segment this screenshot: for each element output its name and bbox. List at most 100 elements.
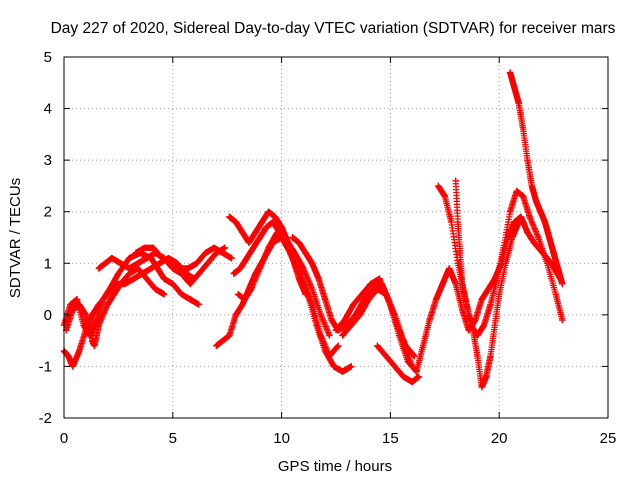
- data-point: [95, 321, 103, 329]
- data-point: [195, 270, 203, 277]
- data-point: [441, 193, 448, 200]
- data-point: [256, 265, 264, 272]
- data-point: [147, 265, 155, 272]
- data-point: [234, 291, 242, 298]
- data-point: [400, 373, 407, 380]
- data-point: [221, 244, 229, 252]
- data-point: [193, 260, 200, 267]
- data-point: [493, 275, 501, 282]
- data-point: [463, 301, 470, 308]
- series-trace-p: [452, 177, 522, 391]
- data-point: [104, 301, 111, 308]
- data-point: [515, 100, 522, 107]
- series-trace-m: [374, 342, 422, 386]
- data-point: [487, 352, 494, 360]
- data-point: [143, 254, 150, 262]
- chart-title: Day 227 of 2020, Sidereal Day-to-day VTE…: [51, 20, 616, 37]
- y-tick-label: -1: [39, 358, 52, 375]
- data-point: [506, 69, 514, 76]
- data-point: [326, 352, 333, 360]
- y-axis-label: SDTVAR / TECUs: [7, 178, 24, 298]
- data-point: [537, 208, 544, 215]
- data-point: [411, 352, 418, 360]
- data-point: [452, 177, 459, 184]
- data-point: [554, 265, 562, 272]
- data-point: [76, 301, 83, 308]
- data-point: [104, 291, 111, 298]
- y-tick-label: 3: [44, 152, 52, 169]
- data-point: [300, 280, 307, 288]
- x-tick-label: 25: [600, 430, 617, 447]
- data-point: [187, 296, 194, 303]
- data-point: [519, 193, 527, 200]
- data-point: [226, 213, 233, 221]
- series-trace-g: [226, 208, 333, 339]
- data-point: [169, 280, 176, 288]
- series-trace-e: [132, 244, 235, 272]
- data-point: [528, 182, 536, 190]
- data-point: [126, 254, 133, 262]
- data-point: [321, 296, 329, 303]
- data-point: [330, 363, 338, 370]
- data-point: [374, 285, 381, 293]
- data-point: [400, 337, 407, 344]
- data-point: [348, 321, 355, 329]
- data-point: [143, 275, 150, 282]
- data-point: [263, 223, 270, 231]
- data-point: [530, 239, 538, 246]
- data-point: [289, 234, 296, 241]
- data-point: [334, 342, 342, 349]
- data-point: [178, 291, 185, 298]
- data-point: [95, 265, 103, 272]
- data-point: [245, 239, 253, 246]
- data-point: [448, 218, 455, 226]
- plot-frame: [63, 56, 609, 419]
- data-point: [300, 265, 307, 272]
- data-point: [487, 301, 494, 308]
- data-point: [295, 239, 303, 246]
- data-point: [82, 327, 89, 334]
- data-point: [432, 296, 440, 303]
- data-point: [317, 332, 324, 339]
- data-point: [110, 291, 118, 298]
- data-point: [515, 218, 522, 226]
- data-point: [89, 337, 96, 344]
- data-point: [69, 363, 76, 370]
- data-point: [91, 342, 98, 349]
- data-point: [317, 311, 324, 319]
- data-point: [391, 363, 398, 370]
- data-point: [282, 239, 290, 246]
- data-point: [452, 280, 459, 288]
- data-point: [141, 244, 148, 252]
- data-point: [82, 311, 89, 319]
- x-tick-label: 15: [382, 430, 399, 447]
- data-point: [439, 280, 446, 288]
- data-point: [356, 311, 364, 319]
- data-point: [93, 316, 100, 324]
- y-tick-label: 5: [44, 49, 52, 66]
- data-point: [237, 265, 244, 272]
- data-point: [176, 265, 183, 272]
- data-point: [247, 285, 255, 293]
- data-point: [543, 260, 551, 267]
- data-point: [274, 229, 281, 236]
- data-point: [511, 84, 518, 92]
- data-point: [524, 156, 531, 164]
- data-point: [269, 218, 277, 226]
- data-point: [167, 260, 174, 267]
- axis-ticks: 0 5 10 15 20 25 -2 -1 0 1 2 3 4 5: [39, 49, 617, 447]
- data-point: [341, 316, 348, 324]
- data-point: [482, 373, 490, 380]
- data-point: [271, 213, 279, 221]
- data-point: [480, 321, 488, 329]
- y-tick-label: 0: [44, 307, 52, 324]
- data-point: [250, 244, 257, 252]
- data-point: [541, 218, 549, 226]
- data-point: [65, 352, 72, 360]
- x-tick-label: 10: [273, 430, 290, 447]
- x-tick-label: 5: [169, 430, 177, 447]
- data-point: [252, 229, 259, 236]
- y-tick-label: -2: [39, 410, 52, 427]
- data-point: [308, 285, 316, 293]
